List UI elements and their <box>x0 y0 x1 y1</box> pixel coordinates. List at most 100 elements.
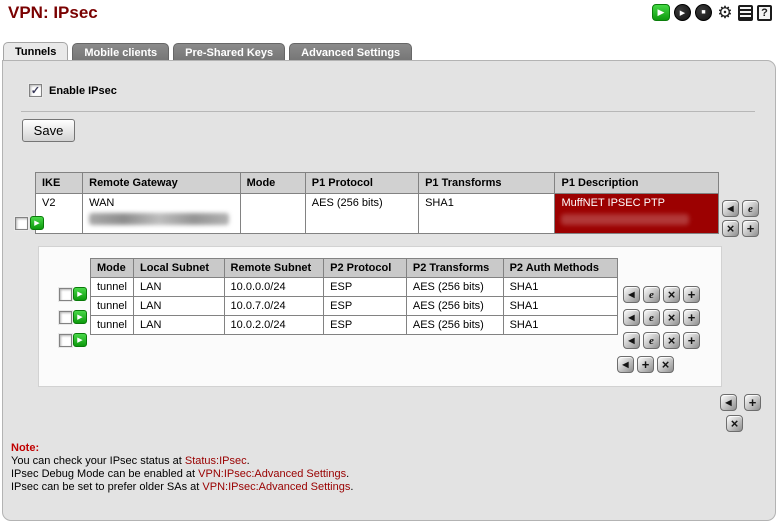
enable-ipsec-label: Enable IPsec <box>49 84 117 97</box>
col-remote-gateway: Remote Gateway <box>82 172 241 194</box>
p1-description-text: MuffNET IPSEC PTP <box>561 197 665 209</box>
p1-copy-icon[interactable]: + <box>742 220 759 237</box>
p2-row1-status-play-icon[interactable]: ▶ <box>73 287 87 301</box>
p2-row3-status-play-icon[interactable]: ▶ <box>73 333 87 347</box>
p1-add-entry-icon[interactable]: + <box>744 394 761 411</box>
p1-description-value: MuffNET IPSEC PTP <box>554 193 719 234</box>
note-period: . <box>246 455 250 467</box>
p2-row1-checkbox[interactable] <box>59 288 72 301</box>
col-remote-subnet: Remote Subnet <box>223 258 325 278</box>
help-icon[interactable]: ? <box>757 4 772 21</box>
col-local-subnet: Local Subnet <box>132 258 225 278</box>
phase2-row: tunnel LAN 10.0.2.0/24 ESP AES (256 bits… <box>90 315 619 335</box>
p1-interface: WAN <box>89 197 115 209</box>
restart-service-icon[interactable]: ▶ <box>674 4 691 21</box>
log-icon[interactable] <box>738 4 753 21</box>
col-p1-description: P1 Description <box>554 172 719 194</box>
advanced-settings-link[interactable]: VPN:IPsec:Advanced Settings <box>198 468 347 480</box>
p2-row1-edit-icon[interactable]: e <box>643 286 660 303</box>
advanced-settings-link[interactable]: VPN:IPsec:Advanced Settings <box>202 481 351 493</box>
phase1-table: IKE Remote Gateway Mode P1 Protocol P1 T… <box>34 172 719 234</box>
status-ipsec-link[interactable]: Status:IPsec <box>184 455 247 467</box>
service-running-icon[interactable]: ▶ <box>652 4 670 21</box>
note-line: You can check your IPsec status at Statu… <box>11 455 353 468</box>
p1-delete-icon[interactable]: × <box>722 220 739 237</box>
divider <box>21 111 755 112</box>
p2-row2-delete-icon[interactable]: × <box>663 309 680 326</box>
col-p1-transforms: P1 Transforms <box>418 172 556 194</box>
p2-remote-subnet: 10.0.2.0/24 <box>223 315 325 335</box>
note-text: IPsec Debug Mode can be enabled at <box>11 468 199 480</box>
phase2-table: Mode Local Subnet Remote Subnet P2 Proto… <box>90 258 619 335</box>
col-p2-transforms: P2 Transforms <box>405 258 504 278</box>
p2-row3-copy-icon[interactable]: + <box>683 332 700 349</box>
phase2-header-row: Mode Local Subnet Remote Subnet P2 Proto… <box>90 258 619 278</box>
col-p2-protocol: P2 Protocol <box>323 258 407 278</box>
note-text: IPsec can be set to prefer older SAs at <box>11 481 203 493</box>
p1-delete-selected-icon[interactable]: × <box>726 415 743 432</box>
p2-row2-copy-icon[interactable]: + <box>683 309 700 326</box>
note-period: . <box>350 481 354 493</box>
p2-transforms: AES (256 bits) <box>405 296 504 316</box>
note-line: IPsec can be set to prefer older SAs at … <box>11 481 353 494</box>
p2-protocol: ESP <box>323 277 407 297</box>
p2-row3-delete-icon[interactable]: × <box>663 332 680 349</box>
col-ike: IKE <box>34 172 84 194</box>
p1-edit-icon[interactable]: e <box>742 200 759 217</box>
p2-row2-edit-icon[interactable]: e <box>643 309 660 326</box>
tab-advanced-settings[interactable]: Advanced Settings <box>289 43 413 61</box>
p2-add-entry-icon[interactable]: + <box>637 356 654 373</box>
stop-service-icon[interactable]: ■ <box>695 4 712 21</box>
note-label: Note: <box>11 442 40 454</box>
p1-remote-gateway-value: WAN <box>82 193 241 234</box>
p2-row3-move-icon[interactable]: ◀ <box>623 332 640 349</box>
tab-mobile-clients[interactable]: Mobile clients <box>72 43 170 61</box>
tab-bar: Tunnels Mobile clients Pre-Shared Keys A… <box>3 42 413 61</box>
p2-row2-status-play-icon[interactable]: ▶ <box>73 310 87 324</box>
p2-protocol: ESP <box>323 296 407 316</box>
col-p2-auth-methods: P2 Auth Methods <box>502 258 619 278</box>
p1-mode-value <box>239 193 306 234</box>
p2-auth-methods: SHA1 <box>502 315 619 335</box>
col-p1-protocol: P1 Protocol <box>304 172 420 194</box>
page-title: VPN: IPsec <box>8 3 98 22</box>
note-text: You can check your IPsec status at <box>11 455 185 467</box>
p2-row1-move-icon[interactable]: ◀ <box>623 286 640 303</box>
p1-status-play-icon[interactable]: ▶ <box>30 216 44 230</box>
enable-ipsec-row: ✓ Enable IPsec <box>29 84 117 97</box>
p2-local-subnet: LAN <box>132 277 225 297</box>
p2-local-subnet: LAN <box>132 315 225 335</box>
redacted-description-line <box>561 214 690 225</box>
p1-transforms-value: SHA1 <box>418 193 556 234</box>
phase1-row: V2 WAN AES (256 bits) SHA1 MuffNET IPSEC… <box>34 193 719 234</box>
p2-mode: tunnel <box>90 296 134 316</box>
p2-row3-edit-icon[interactable]: e <box>643 332 660 349</box>
save-button[interactable]: Save <box>22 119 75 142</box>
p1-row-checkbox[interactable] <box>15 217 28 230</box>
p2-row2-checkbox[interactable] <box>59 311 72 324</box>
tab-content: ✓ Enable IPsec Save IKE Remote Gateway M… <box>2 60 776 521</box>
tab-tunnels[interactable]: Tunnels <box>3 42 69 61</box>
related-settings-icon[interactable]: ⚙ <box>717 3 733 22</box>
p2-row2-move-icon[interactable]: ◀ <box>623 309 640 326</box>
p2-remote-subnet: 10.0.0.0/24 <box>223 277 325 297</box>
p2-move-selected-icon[interactable]: ◀ <box>617 356 634 373</box>
note-section: Note: You can check your IPsec status at… <box>11 442 353 494</box>
service-controls: ▶ ▶ ■ ⚙ ? <box>652 4 772 21</box>
p2-transforms: AES (256 bits) <box>405 315 504 335</box>
p2-row1-delete-icon[interactable]: × <box>663 286 680 303</box>
tab-pre-shared-keys[interactable]: Pre-Shared Keys <box>173 43 286 61</box>
p2-row1-copy-icon[interactable]: + <box>683 286 700 303</box>
redacted-gateway-address <box>89 213 230 225</box>
enable-ipsec-checkbox[interactable]: ✓ <box>29 84 42 97</box>
p1-move-icon[interactable]: ◀ <box>722 200 739 217</box>
col-p2-mode: Mode <box>90 258 134 278</box>
p2-protocol: ESP <box>323 315 407 335</box>
p2-row3-checkbox[interactable] <box>59 334 72 347</box>
p2-local-subnet: LAN <box>132 296 225 316</box>
phase1-header-row: IKE Remote Gateway Mode P1 Protocol P1 T… <box>34 172 719 194</box>
note-period: . <box>346 468 350 480</box>
p2-delete-selected-icon[interactable]: × <box>657 356 674 373</box>
p1-move-selected-icon[interactable]: ◀ <box>720 394 737 411</box>
